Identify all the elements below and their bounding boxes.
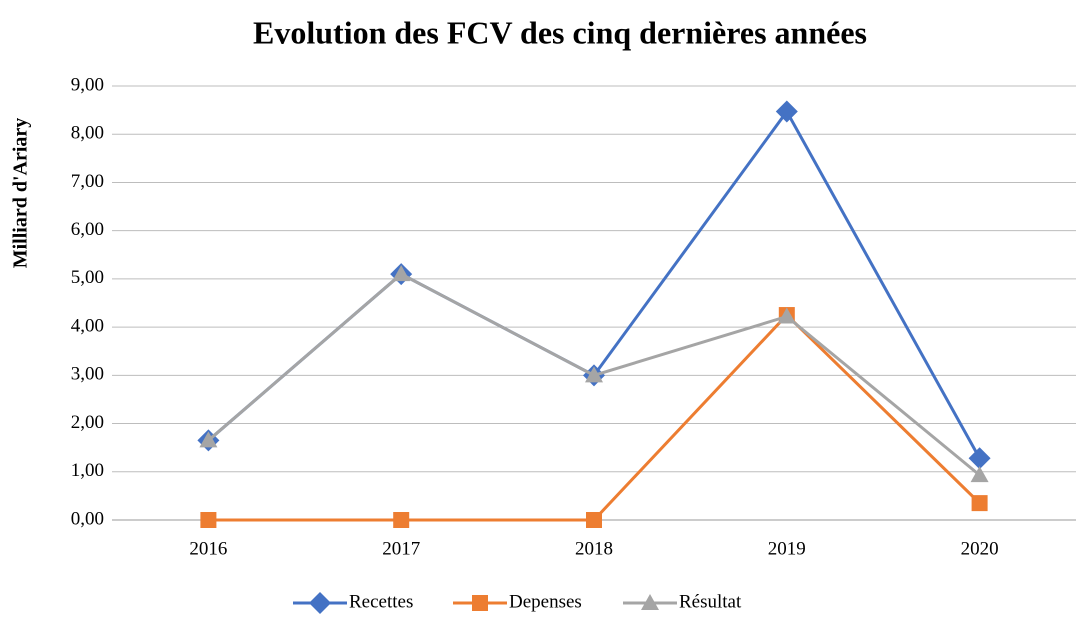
data-point — [970, 466, 989, 483]
y-tick-label: 0,00 — [71, 508, 104, 529]
data-point — [393, 512, 410, 528]
y-tick-label: 4,00 — [71, 315, 104, 336]
data-point — [199, 431, 218, 448]
legend-label: Résultat — [679, 591, 742, 612]
chart-title: Evolution des FCV des cinq dernières ann… — [253, 14, 867, 50]
legend-label: Depenses — [509, 591, 582, 612]
data-point — [777, 307, 796, 324]
y-tick-label: 2,00 — [71, 412, 104, 433]
series-line — [208, 312, 981, 522]
y-tick-label: 6,00 — [71, 219, 104, 240]
x-tick-label: 2020 — [961, 538, 999, 559]
y-tick-label: 3,00 — [71, 364, 104, 385]
y-tick-label: 5,00 — [71, 267, 104, 288]
data-point — [586, 512, 602, 528]
x-tick-label: 2016 — [189, 538, 227, 559]
legend-marker — [641, 594, 659, 610]
data-point — [585, 366, 603, 383]
data-point — [392, 265, 411, 282]
y-tick-label: 9,00 — [71, 74, 104, 95]
legend-label: Recettes — [349, 591, 413, 612]
legend-marker — [309, 592, 331, 614]
data-point — [971, 495, 988, 512]
y-tick-label: 1,00 — [71, 460, 104, 481]
legend-marker — [472, 595, 488, 611]
series-line — [207, 108, 981, 460]
y-tick-label: 8,00 — [71, 123, 104, 144]
x-tick-label: 2019 — [768, 538, 806, 559]
y-tick-label: 7,00 — [71, 171, 104, 192]
data-point — [200, 512, 217, 528]
y-axis-label: Milliard d'Ariary — [10, 118, 32, 269]
data-point — [968, 447, 991, 470]
data-point — [775, 100, 798, 123]
x-tick-label: 2017 — [382, 538, 420, 559]
x-tick-label: 2018 — [575, 538, 613, 559]
